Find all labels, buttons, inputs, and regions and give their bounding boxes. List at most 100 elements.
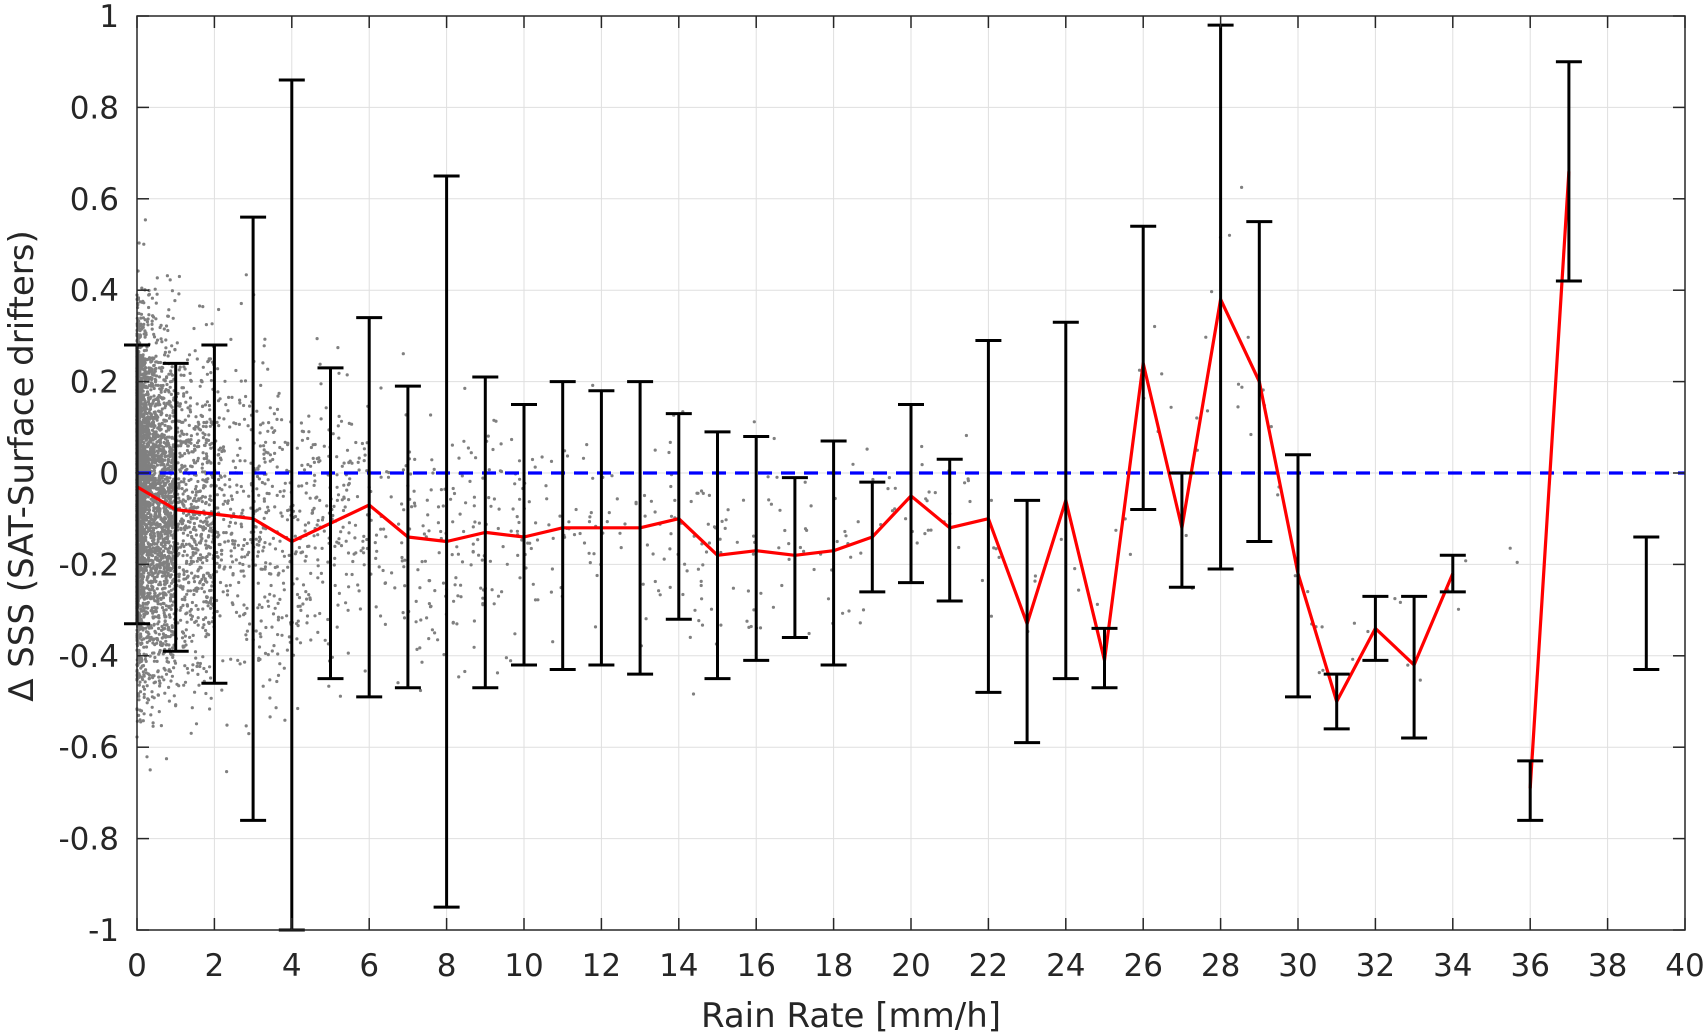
scatter-point xyxy=(138,300,142,304)
scatter-point xyxy=(162,666,166,671)
scatter-point xyxy=(166,479,170,483)
scatter-point xyxy=(189,464,193,468)
scatter-point xyxy=(264,440,268,444)
scatter-point xyxy=(153,367,157,371)
scatter-point xyxy=(326,560,330,564)
scatter-point xyxy=(146,591,150,596)
scatter-point xyxy=(258,444,262,448)
scatter-point xyxy=(216,530,220,535)
scatter-point xyxy=(267,421,271,425)
scatter-point xyxy=(140,506,144,510)
scatter-point xyxy=(359,549,363,553)
scatter-point xyxy=(510,437,514,442)
scatter-point xyxy=(258,507,262,511)
scatter-point xyxy=(196,479,200,484)
scatter-point xyxy=(164,404,168,408)
scatter-point xyxy=(189,502,193,506)
scatter-point xyxy=(320,518,325,522)
scatter-point xyxy=(178,419,182,423)
scatter-point xyxy=(269,583,273,588)
scatter-point xyxy=(223,379,227,383)
scatter-point xyxy=(178,365,182,369)
scatter-point xyxy=(223,483,227,487)
scatter-point xyxy=(181,511,186,515)
scatter-point xyxy=(144,370,148,374)
scatter-point xyxy=(204,425,208,429)
scatter-point xyxy=(771,605,776,609)
scatter-point xyxy=(166,550,170,554)
scatter-point xyxy=(335,498,339,502)
scatter-point xyxy=(145,701,149,705)
scatter-point xyxy=(147,516,152,520)
scatter-point xyxy=(144,450,148,454)
scatter-point xyxy=(387,470,391,475)
scatter-point xyxy=(335,540,339,544)
scatter-point xyxy=(489,504,493,508)
scatter-point xyxy=(1317,671,1321,675)
scatter-point xyxy=(340,464,344,468)
scatter-point xyxy=(689,499,693,504)
scatter-point xyxy=(451,520,455,524)
scatter-point xyxy=(150,377,154,382)
scatter-point xyxy=(201,451,205,455)
scatter-point xyxy=(185,592,189,596)
scatter-point xyxy=(285,648,289,652)
scatter-point xyxy=(268,592,272,596)
scatter-point xyxy=(184,524,188,528)
scatter-point xyxy=(312,534,316,538)
scatter-point xyxy=(266,367,270,371)
scatter-point xyxy=(547,523,551,527)
scatter-point xyxy=(379,386,383,390)
scatter-point xyxy=(306,544,310,549)
scatter-point xyxy=(238,614,242,618)
scatter-point xyxy=(153,591,157,596)
scatter-point xyxy=(685,569,689,573)
scatter-point xyxy=(163,418,167,422)
scatter-point xyxy=(166,494,170,498)
scatter-point xyxy=(735,540,739,544)
scatter-point xyxy=(190,450,194,454)
scatter-point xyxy=(582,541,587,545)
scatter-point xyxy=(166,529,170,533)
scatter-point xyxy=(168,414,172,418)
scatter-point xyxy=(168,568,172,572)
scatter-point xyxy=(151,546,155,550)
scatter-point xyxy=(168,597,173,601)
scatter-point xyxy=(203,403,208,407)
scatter-point xyxy=(200,379,204,384)
scatter-point xyxy=(184,628,188,632)
scatter-point xyxy=(209,371,213,375)
scatter-point xyxy=(140,286,144,290)
scatter-point xyxy=(299,608,303,613)
scatter-point xyxy=(312,473,317,477)
scatter-point xyxy=(699,489,704,493)
scatter-point xyxy=(165,475,169,479)
scatter-point xyxy=(148,357,152,361)
scatter-point xyxy=(191,663,195,667)
scatter-point xyxy=(345,448,350,452)
scatter-point xyxy=(205,400,209,404)
scatter-point xyxy=(139,541,143,545)
scatter-point xyxy=(141,325,145,329)
scatter-point xyxy=(160,369,164,373)
scatter-point xyxy=(643,514,647,518)
scatter-point xyxy=(183,664,187,668)
scatter-point xyxy=(156,501,160,505)
scatter-point xyxy=(148,768,152,772)
scatter-point xyxy=(256,550,260,554)
scatter-point xyxy=(145,465,149,470)
scatter-point xyxy=(425,616,429,620)
scatter-point xyxy=(142,674,146,678)
scatter-point xyxy=(188,371,192,375)
scatter-point xyxy=(275,493,279,497)
scatter-point xyxy=(137,698,141,702)
scatter-point xyxy=(1128,552,1132,557)
scatter-point xyxy=(565,454,570,458)
scatter-point xyxy=(196,661,200,665)
scatter-point xyxy=(154,513,158,517)
scatter-point xyxy=(787,542,791,546)
scatter-point xyxy=(154,458,158,462)
scatter-point xyxy=(161,561,165,565)
scatter-point xyxy=(159,542,163,547)
